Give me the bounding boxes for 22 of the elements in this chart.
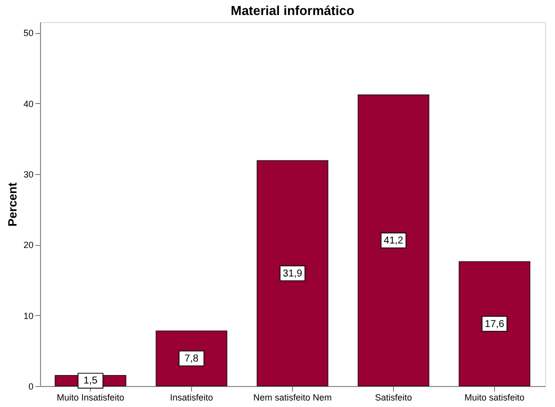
x-tick-label: Muito satisfeito	[464, 392, 525, 402]
bar	[256, 160, 328, 386]
y-tick-label: 30	[23, 169, 34, 180]
data-label: 1,5	[84, 376, 98, 387]
y-tick-label: 40	[23, 98, 34, 109]
y-tick-label: 50	[23, 28, 34, 38]
data-label: 7,8	[184, 353, 199, 364]
data-label: 17,6	[484, 318, 505, 330]
x-tick-label: Satisfeito	[374, 392, 412, 402]
y-tick-label: 20	[23, 240, 34, 250]
bar	[358, 94, 430, 386]
data-label: 31,9	[282, 268, 303, 280]
x-tick-label: Insatisfeito	[170, 392, 214, 402]
x-tick-label: Muito Insatisfeito	[56, 392, 124, 402]
chart-title: Material informático	[230, 3, 354, 18]
y-axis-title: Percent	[5, 182, 20, 227]
data-label: 41,2	[384, 235, 404, 246]
bar	[156, 330, 228, 386]
y-tick-label: 10	[23, 310, 34, 321]
x-tick-label: Nem satisfeito Nem	[253, 392, 332, 402]
y-tick-label: 0	[28, 382, 34, 392]
bar	[458, 261, 530, 386]
